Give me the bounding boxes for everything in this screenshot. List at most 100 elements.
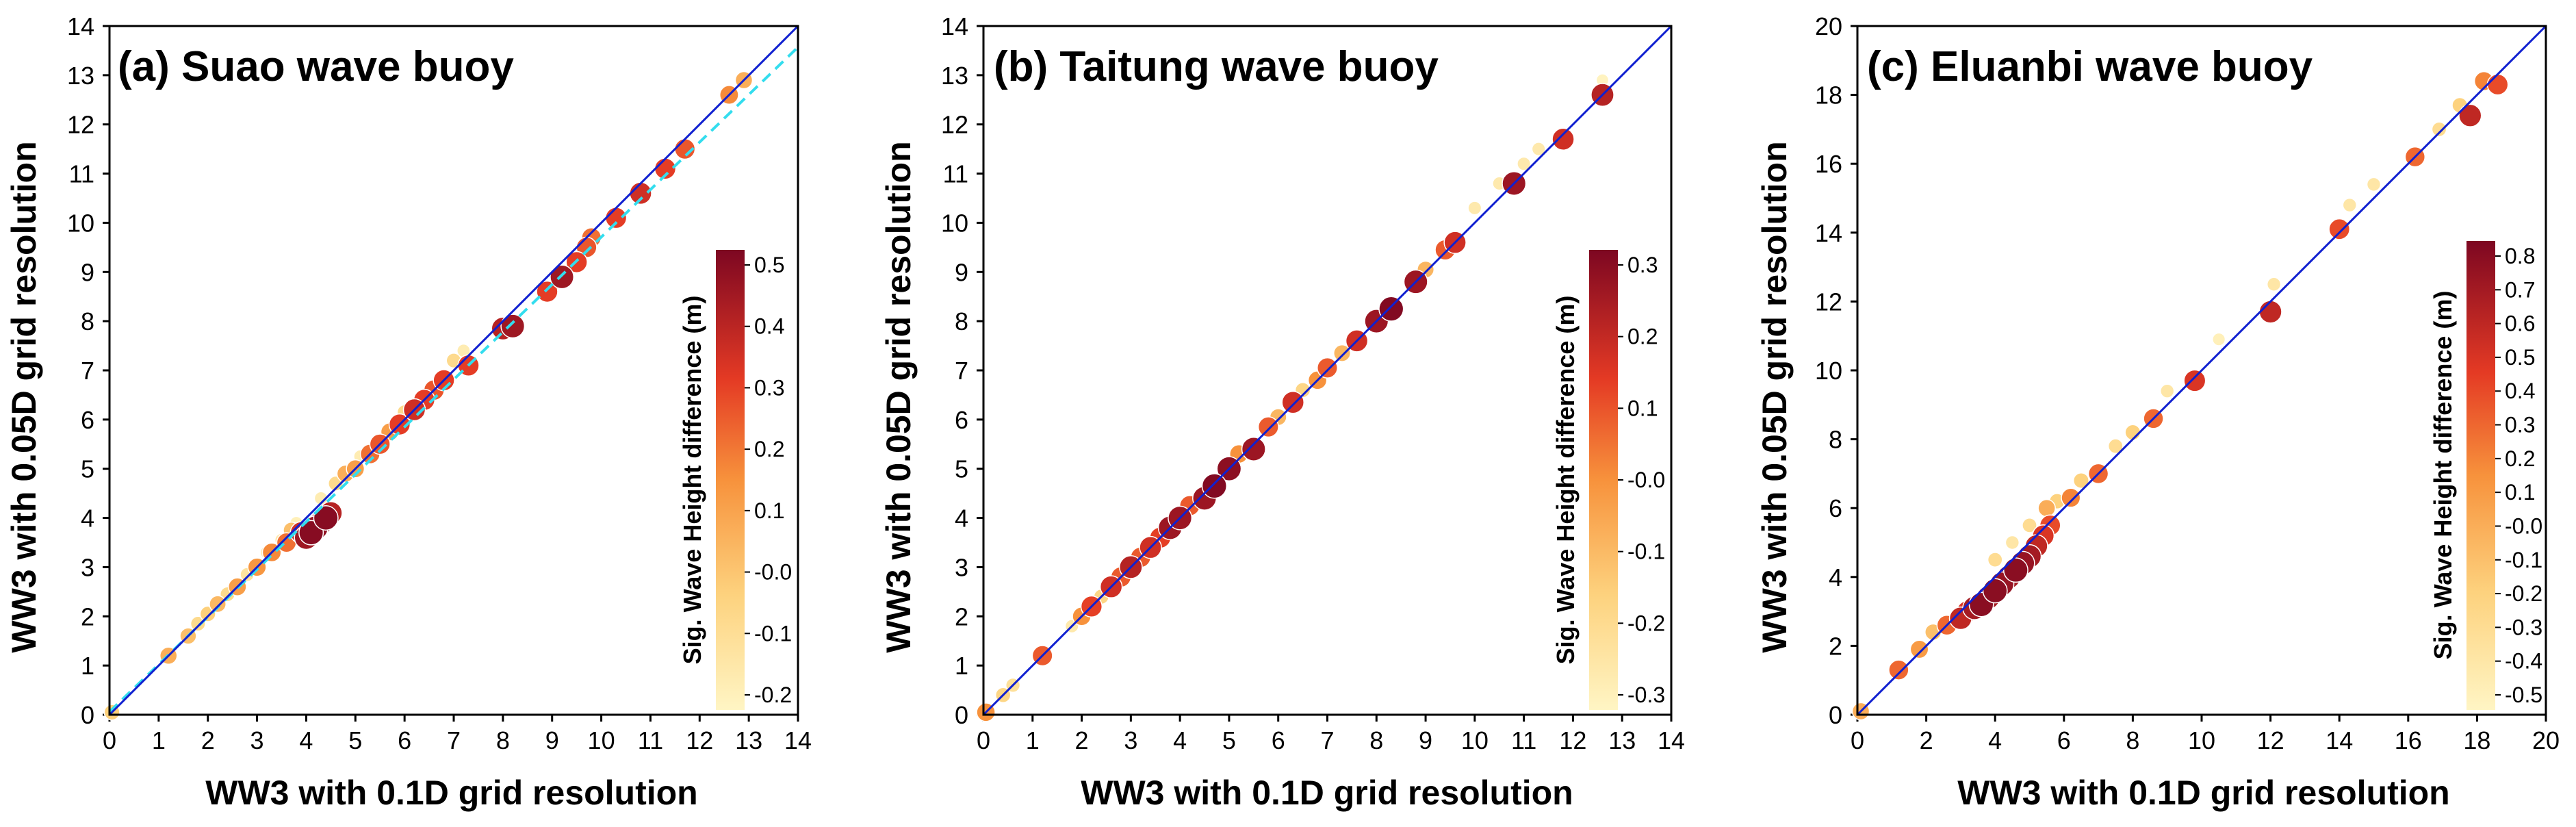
x-tick-label: 1 (1026, 726, 1040, 754)
x-tick-label: 2 (1920, 726, 1933, 754)
data-point (313, 491, 329, 506)
y-tick-label: 3 (81, 553, 94, 581)
data-point (2061, 487, 2081, 508)
colorbar-tick-label: -0.3 (1627, 683, 1665, 707)
colorbar (716, 250, 745, 710)
colorbar-tick-label: -0.0 (754, 560, 792, 585)
plot-frame (1856, 25, 2547, 716)
panel-eluanbi: WW3 with 0.05D grid resolution WW3 with … (1755, 12, 2560, 812)
colorbar-label: Sig. Wave Height difference (m) (2429, 291, 2457, 660)
y-tick-label: 1 (955, 652, 968, 680)
y-tick-label: 11 (69, 160, 94, 188)
data-point (1551, 127, 1575, 151)
x-tick-label: 14 (2326, 726, 2353, 754)
data-point (1987, 552, 2003, 568)
data-point (2107, 438, 2124, 455)
x-tick-label: 7 (447, 726, 461, 754)
x-tick-label: 6 (398, 726, 411, 754)
y-tick-label: 6 (955, 406, 968, 434)
colorbar-tick-label: 0.4 (754, 314, 784, 339)
x-axis-label: WW3 with 0.1D grid resolution (205, 774, 697, 812)
x-tick-label: 10 (588, 726, 615, 754)
data-point (2258, 300, 2282, 324)
x-tick-label: 9 (545, 726, 559, 754)
y-tick-label: 9 (955, 258, 968, 286)
x-tick-label: 18 (2463, 726, 2490, 754)
panel-taitung: WW3 with 0.05D grid resolution WW3 with … (879, 12, 1685, 812)
data-point (313, 505, 339, 531)
colorbar-tick-label: -0.1 (1627, 539, 1665, 564)
y-tick-label: 10 (941, 209, 968, 237)
data-point (2458, 103, 2482, 127)
colorbar-tick-label: -0.0 (2505, 513, 2542, 538)
data-point (209, 595, 227, 613)
y-tick-label: 0 (81, 701, 94, 729)
data-point (1241, 436, 1266, 461)
x-tick-label: 14 (784, 726, 812, 754)
data-point (604, 207, 628, 229)
data-point (2002, 557, 2028, 583)
y-tick-label: 5 (81, 455, 94, 483)
x-tick-label: 2 (1075, 726, 1089, 754)
colorbar-tick-label: 0.1 (754, 498, 784, 523)
y-tick-label: 5 (955, 455, 968, 483)
data-point (2266, 277, 2282, 292)
y-tick-label: 14 (1815, 219, 1842, 247)
colorbar-tick-label: 0.5 (754, 253, 784, 277)
colorbar-tick-label: 0.1 (1627, 396, 1658, 420)
y-tick-label: 12 (67, 111, 94, 139)
data-point (2022, 517, 2037, 533)
y-tick-label: 6 (1829, 494, 1842, 522)
x-axis-label: WW3 with 0.1D grid resolution (1081, 774, 1573, 812)
x-tick-label: 7 (1320, 726, 1334, 754)
panel-title: (c) Eluanbi wave buoy (1867, 43, 2313, 90)
data-point (2212, 332, 2226, 346)
y-tick-label: 4 (955, 505, 968, 533)
colorbar-tick-label: 0.2 (754, 437, 784, 461)
y-tick-label: 14 (941, 12, 968, 40)
y-tick-label: 8 (1829, 426, 1842, 454)
colorbar-tick-label: 0.6 (2505, 311, 2535, 336)
x-tick-label: 6 (2057, 726, 2071, 754)
colorbar-tick-label: -0.0 (1627, 468, 1665, 492)
y-tick-label: 13 (67, 62, 94, 90)
y-tick-label: 0 (1829, 701, 1842, 729)
data-point (2005, 535, 2020, 550)
y-tick-label: 7 (955, 357, 968, 385)
y-tick-label: 0 (955, 701, 968, 729)
y-tick-label: 10 (1815, 357, 1842, 385)
data-point (1517, 156, 1532, 171)
x-tick-label: 5 (1222, 726, 1236, 754)
y-tick-label: 2 (955, 602, 968, 631)
x-tick-label: 8 (1369, 726, 1383, 754)
x-tick-label: 6 (1272, 726, 1285, 754)
colorbar-label: Sig. Wave Height difference (m) (678, 296, 706, 665)
colorbar-tick-label: 0.2 (1627, 325, 1658, 349)
plot-frame (108, 25, 799, 716)
panel-title: (a) Suao wave buoy (118, 43, 514, 90)
y-tick-label: 7 (81, 357, 94, 385)
one-to-one-line (982, 25, 1673, 716)
x-tick-label: 3 (1124, 726, 1137, 754)
y-axis-label: WW3 with 0.05D grid resolution (879, 141, 918, 652)
data-point (1909, 639, 1929, 659)
data-point (536, 280, 558, 303)
colorbar-tick-label: 0.7 (2505, 277, 2535, 302)
y-tick-label: 14 (67, 12, 94, 40)
y-tick-label: 16 (1815, 150, 1842, 178)
y-tick-label: 1 (81, 652, 94, 680)
colorbar-tick-label: -0.2 (2505, 581, 2542, 606)
data-point (500, 314, 526, 339)
x-tick-label: 4 (1173, 726, 1187, 754)
panel-title: (b) Taitung wave buoy (994, 43, 1439, 90)
x-tick-label: 0 (103, 726, 116, 754)
x-tick-label: 10 (1461, 726, 1489, 754)
x-tick-label: 12 (1559, 726, 1586, 754)
data-point (1333, 344, 1352, 362)
colorbar-tick-label: 0.3 (2505, 413, 2535, 437)
x-axis-label: WW3 with 0.1D grid resolution (1957, 774, 2449, 812)
x-tick-label: 20 (2532, 726, 2560, 754)
x-tick-label: 1 (152, 726, 166, 754)
data-point (2072, 472, 2089, 489)
